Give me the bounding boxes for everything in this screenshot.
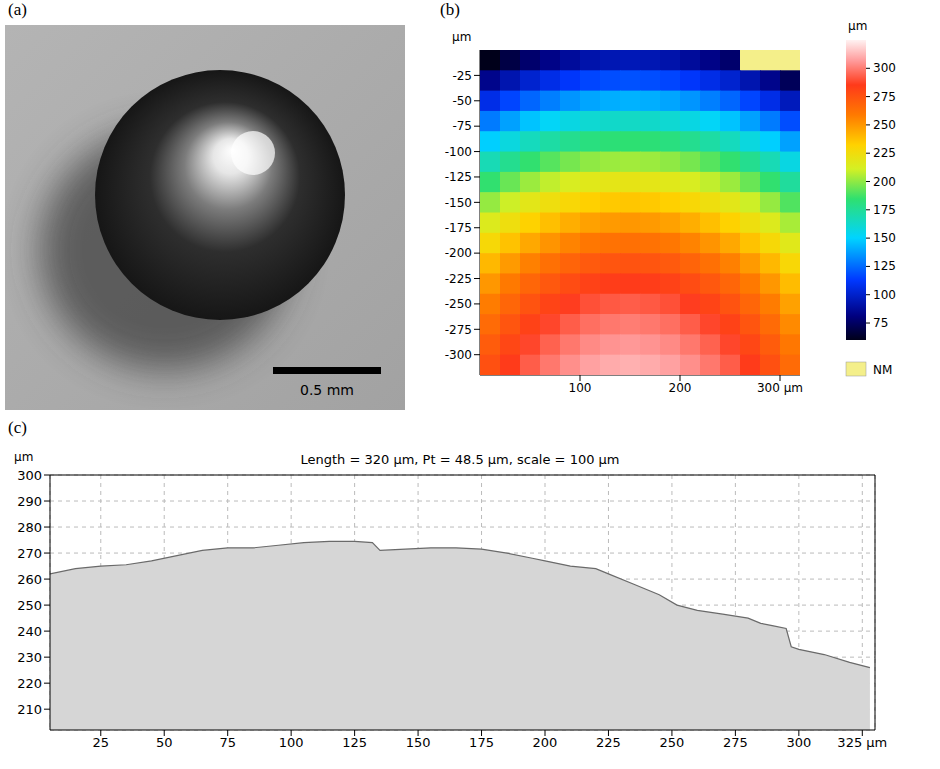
svg-text:220: 220 bbox=[17, 676, 42, 691]
svg-text:100: 100 bbox=[279, 735, 304, 750]
html-text:Length = 320 μm, Pt = 48.5 μm,: Length = 320 μm, Pt = 48.5 μm, scale = 1… bbox=[300, 452, 620, 467]
svg-text:75: 75 bbox=[873, 316, 888, 330]
svg-text:125: 125 bbox=[342, 735, 367, 750]
svg-text:290: 290 bbox=[17, 494, 42, 509]
svg-text:-300: -300 bbox=[445, 348, 472, 362]
svg-text:200: 200 bbox=[533, 735, 558, 750]
svg-text:150: 150 bbox=[873, 231, 896, 245]
svg-text:260: 260 bbox=[17, 572, 42, 587]
html-text:μm: μm bbox=[452, 30, 472, 44]
svg-text:280: 280 bbox=[17, 520, 42, 535]
svg-text:210: 210 bbox=[17, 702, 42, 717]
html-text:(a): (a) bbox=[8, 0, 27, 19]
svg-text:-25: -25 bbox=[452, 69, 472, 83]
svg-text:250: 250 bbox=[873, 118, 896, 132]
svg-text:275: 275 bbox=[723, 735, 748, 750]
svg-text:0.5 mm: 0.5 mm bbox=[300, 382, 354, 398]
html-text:μm: μm bbox=[14, 450, 34, 464]
svg-text:NM: NM bbox=[873, 363, 892, 377]
svg-text:-250: -250 bbox=[445, 297, 472, 311]
svg-text:μm: μm bbox=[848, 19, 867, 33]
svg-text:-100: -100 bbox=[445, 145, 472, 159]
svg-text:300 μm: 300 μm bbox=[757, 381, 803, 395]
svg-text:230: 230 bbox=[17, 650, 42, 665]
html-text:(c): (c) bbox=[8, 418, 27, 437]
svg-text:225: 225 bbox=[873, 146, 896, 160]
svg-text:-275: -275 bbox=[445, 323, 472, 337]
svg-text:-125: -125 bbox=[445, 170, 472, 184]
svg-text:300: 300 bbox=[873, 61, 896, 75]
svg-text:300: 300 bbox=[17, 468, 42, 483]
svg-text:250: 250 bbox=[660, 735, 685, 750]
svg-text:100: 100 bbox=[569, 381, 592, 395]
svg-text:-50: -50 bbox=[452, 94, 472, 108]
svg-text:225: 225 bbox=[596, 735, 621, 750]
svg-text:50: 50 bbox=[156, 735, 173, 750]
svg-text:250: 250 bbox=[17, 598, 42, 613]
html-text:(b): (b) bbox=[440, 0, 460, 19]
svg-text:325 μm: 325 μm bbox=[837, 735, 887, 750]
svg-text:200: 200 bbox=[669, 381, 692, 395]
svg-text:-200: -200 bbox=[445, 246, 472, 260]
svg-text:240: 240 bbox=[17, 624, 42, 639]
svg-text:300: 300 bbox=[786, 735, 811, 750]
svg-text:75: 75 bbox=[219, 735, 236, 750]
svg-text:100: 100 bbox=[873, 288, 896, 302]
svg-text:175: 175 bbox=[873, 203, 896, 217]
svg-text:-225: -225 bbox=[445, 272, 472, 286]
svg-text:125: 125 bbox=[873, 259, 896, 273]
svg-text:150: 150 bbox=[406, 735, 431, 750]
svg-text:175: 175 bbox=[469, 735, 494, 750]
svg-text:275: 275 bbox=[873, 90, 896, 104]
svg-text:270: 270 bbox=[17, 546, 42, 561]
svg-text:-75: -75 bbox=[452, 119, 472, 133]
svg-text:25: 25 bbox=[92, 735, 109, 750]
svg-text:200: 200 bbox=[873, 175, 896, 189]
svg-text:-150: -150 bbox=[445, 196, 472, 210]
svg-text:-175: -175 bbox=[445, 221, 472, 235]
